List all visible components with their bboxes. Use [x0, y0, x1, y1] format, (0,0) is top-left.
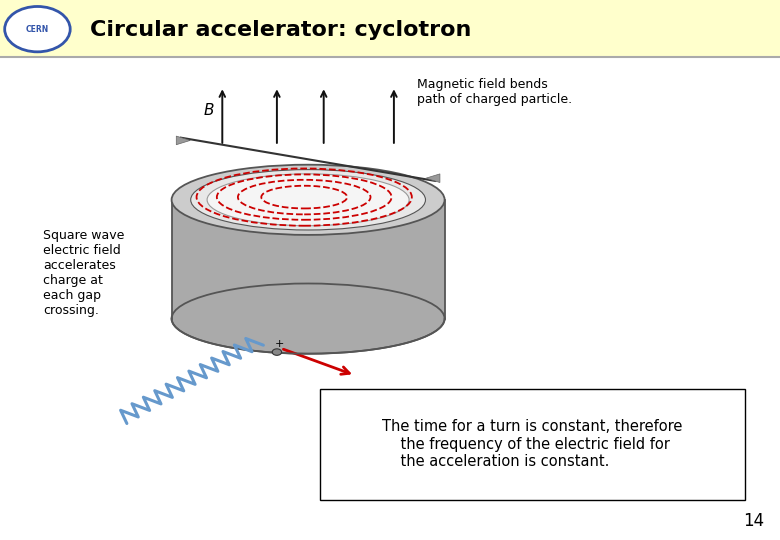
- Polygon shape: [172, 200, 445, 319]
- Ellipse shape: [172, 284, 445, 354]
- FancyBboxPatch shape: [320, 389, 745, 500]
- Text: Square wave
electric field
accelerates
charge at
each gap
crossing.: Square wave electric field accelerates c…: [43, 229, 124, 316]
- Polygon shape: [426, 174, 440, 183]
- Text: Circular accelerator: cyclotron: Circular accelerator: cyclotron: [90, 20, 471, 40]
- Ellipse shape: [191, 170, 426, 230]
- Text: +: +: [275, 339, 284, 349]
- Text: The time for a turn is constant, therefore
    the frequency of the electric fie: The time for a turn is constant, therefo…: [382, 419, 682, 469]
- FancyBboxPatch shape: [0, 0, 780, 57]
- Text: CERN: CERN: [26, 25, 49, 33]
- Text: Magnetic field bends
path of charged particle.: Magnetic field bends path of charged par…: [417, 78, 573, 106]
- Circle shape: [272, 349, 282, 355]
- Circle shape: [5, 6, 70, 52]
- Ellipse shape: [172, 165, 445, 235]
- Text: B: B: [204, 103, 215, 118]
- Polygon shape: [176, 136, 190, 145]
- Ellipse shape: [207, 174, 409, 226]
- Text: 14: 14: [743, 512, 764, 530]
